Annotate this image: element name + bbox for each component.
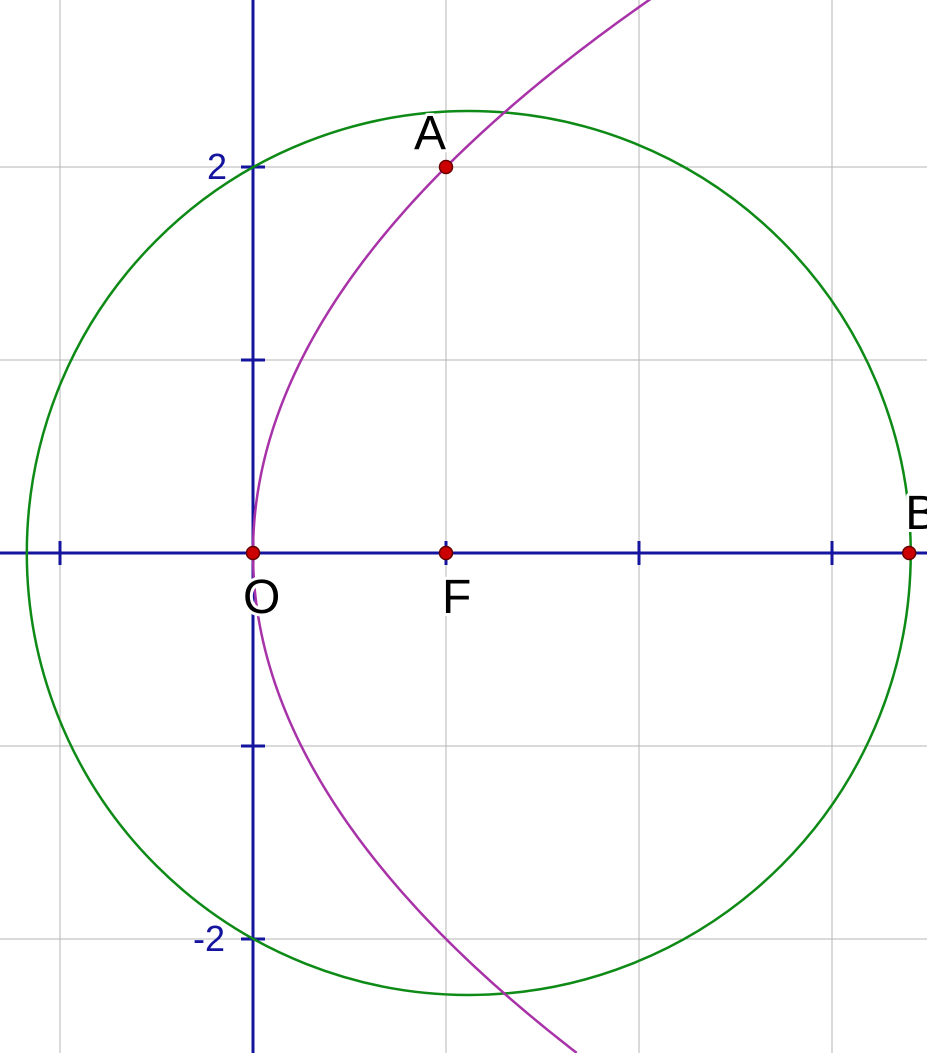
- label-a: A: [414, 107, 446, 160]
- point-b: [903, 547, 916, 560]
- point-a: [440, 161, 453, 174]
- label-b: B: [905, 487, 927, 540]
- label-f: F: [442, 571, 471, 624]
- parabola-curve: [253, 0, 650, 1053]
- point-f: [440, 547, 453, 560]
- axis-tick-label: 2: [207, 146, 227, 187]
- point-o: [247, 547, 260, 560]
- axis-tick-label: -2: [193, 918, 225, 959]
- axes: [0, 0, 927, 1053]
- grid: [0, 0, 927, 1053]
- label-o: O: [243, 571, 280, 624]
- plot-canvas: 2-2OOFFAABB: [0, 0, 927, 1053]
